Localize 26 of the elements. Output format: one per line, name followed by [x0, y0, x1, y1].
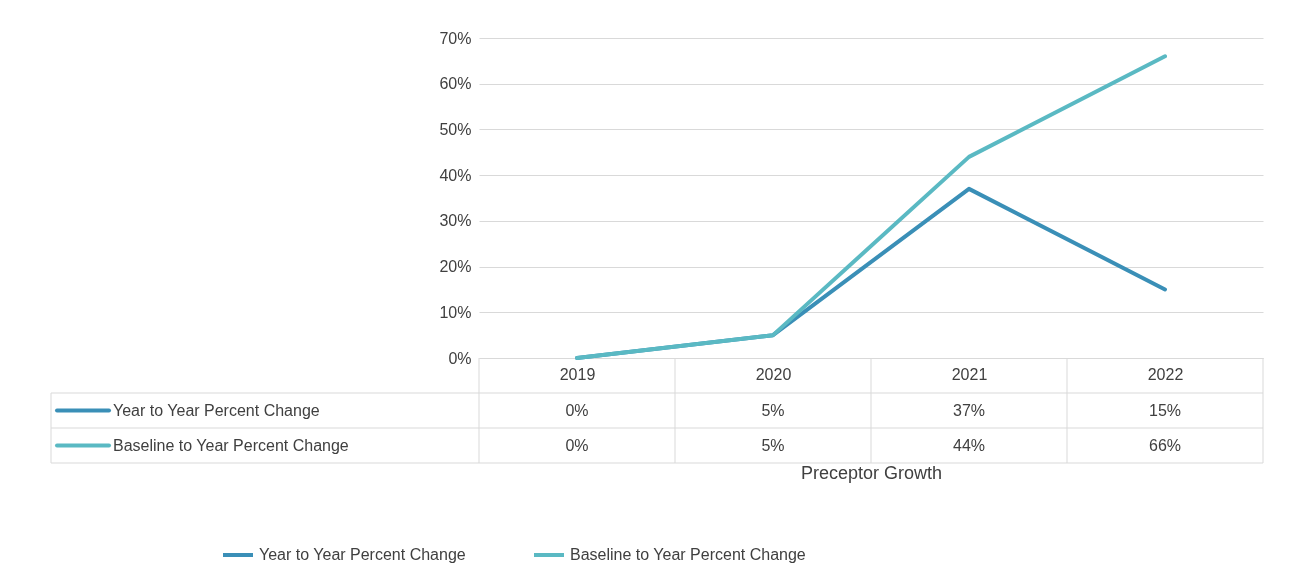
- data-label: 0%: [565, 401, 589, 419]
- line-series: [575, 54, 1167, 360]
- y-tick-label: 30%: [439, 212, 472, 230]
- data-label: 37%: [952, 401, 986, 419]
- legend-label: Baseline to Year Percent Change: [570, 546, 806, 563]
- y-tick-label: 60%: [439, 75, 472, 93]
- text: Baseline to Year Percent Change: [113, 436, 349, 454]
- text: Year to Year Percent Change: [113, 401, 320, 419]
- x-tick-label: 2020: [755, 365, 792, 383]
- y-tick-label: 40%: [439, 166, 472, 184]
- data-label: 5%: [761, 436, 785, 454]
- data-label: 5%: [761, 401, 785, 419]
- x-axis-title: Preceptor Growth: [800, 462, 943, 483]
- y-tick-label: 10%: [439, 303, 472, 321]
- x-tick-label: 2019: [559, 365, 596, 383]
- data-label: 15%: [1148, 401, 1182, 419]
- y-tick-label: 20%: [439, 258, 472, 276]
- y-tick-label: 70%: [439, 29, 472, 47]
- x-tick-label: 2022: [1147, 365, 1184, 383]
- y-tick-label: 50%: [439, 120, 472, 138]
- data-label: 0%: [565, 436, 589, 454]
- legend-label: Year to Year Percent Change: [259, 546, 466, 563]
- data-label: 44%: [952, 436, 986, 454]
- y-tick-label: 0%: [448, 349, 472, 367]
- x-tick-label: 2021: [951, 365, 988, 383]
- data-label: 66%: [1148, 436, 1182, 454]
